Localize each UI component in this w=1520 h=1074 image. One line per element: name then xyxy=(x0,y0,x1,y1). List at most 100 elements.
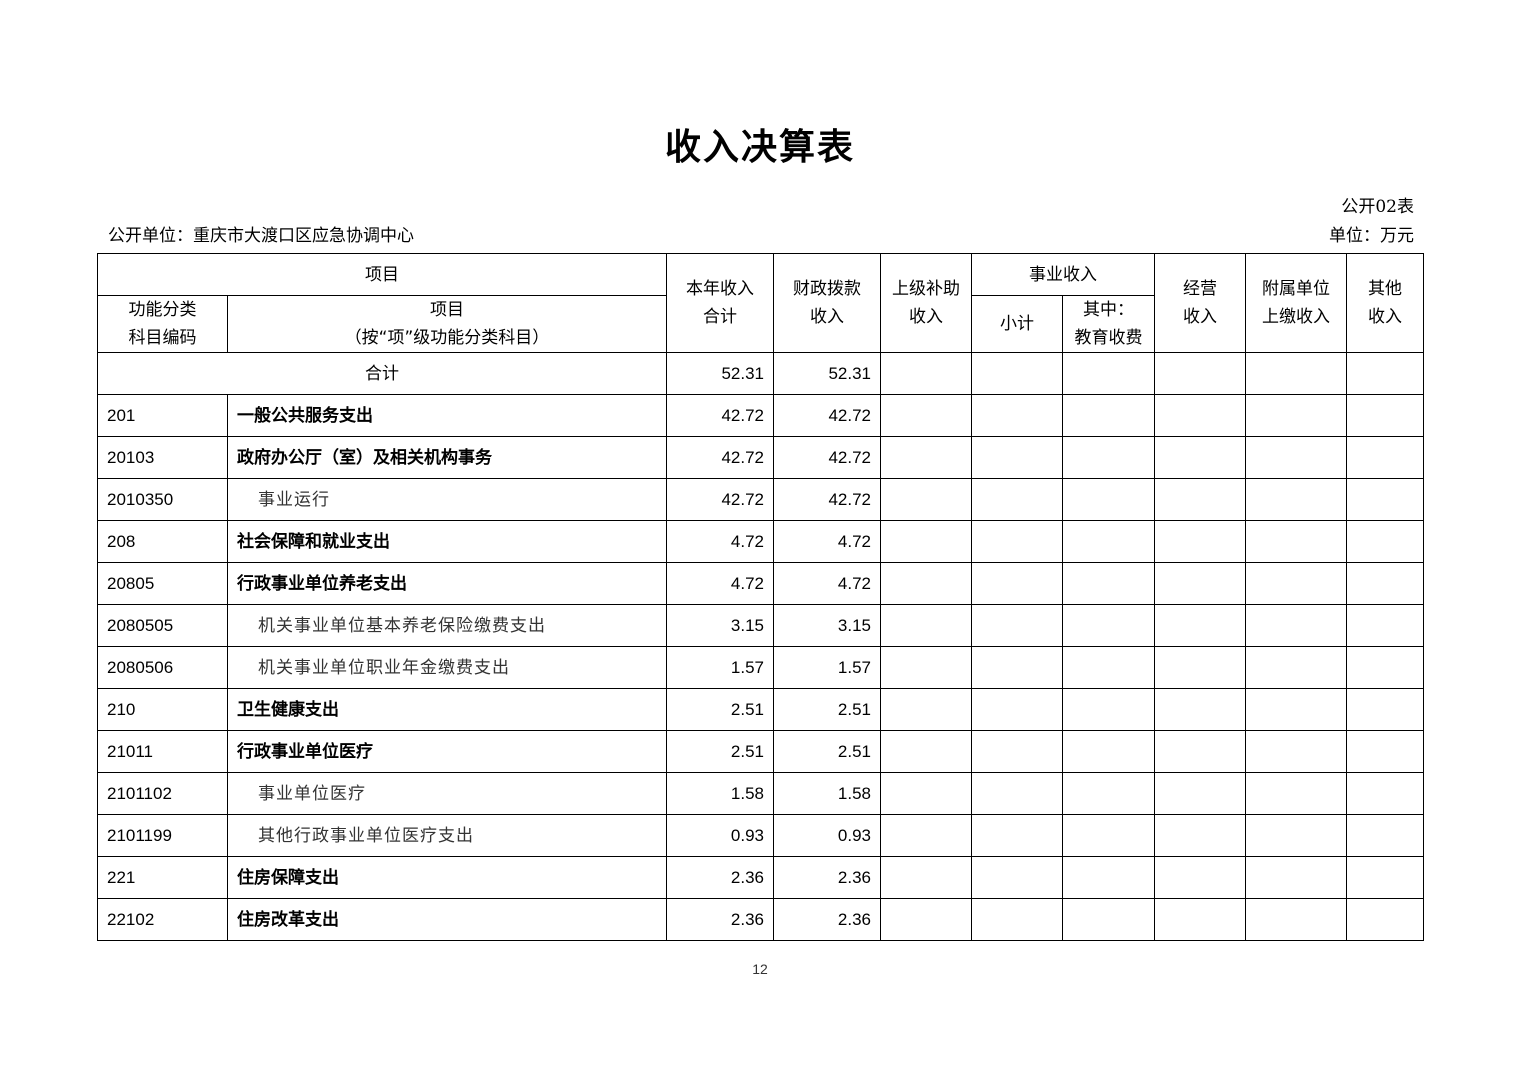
row-fiscal: 1.57 xyxy=(773,646,881,689)
empty-cell xyxy=(1154,688,1246,731)
empty-cell xyxy=(971,646,1063,689)
form-number: 公开02表 xyxy=(1341,197,1414,217)
row-name: 一般公共服务支出 xyxy=(227,394,667,437)
empty-cell xyxy=(971,688,1063,731)
row-total: 2.51 xyxy=(666,688,774,731)
empty-cell xyxy=(1245,478,1347,521)
empty-cell xyxy=(1154,898,1246,941)
row-total: 42.72 xyxy=(666,478,774,521)
empty-cell xyxy=(1346,562,1424,605)
empty-cell xyxy=(1062,898,1155,941)
empty-cell xyxy=(880,856,972,899)
empty-cell xyxy=(971,730,1063,773)
row-fiscal: 42.72 xyxy=(773,478,881,521)
row-code: 221 xyxy=(97,856,228,899)
table-row: 201 一般公共服务支出 42.72 42.72 xyxy=(97,394,1424,437)
empty-cell xyxy=(1245,814,1347,857)
empty-cell xyxy=(880,898,972,941)
empty-cell xyxy=(1245,646,1347,689)
table-row: 21011 行政事业单位医疗 2.51 2.51 xyxy=(97,730,1424,773)
empty-cell xyxy=(1062,478,1155,521)
row-fiscal: 0.93 xyxy=(773,814,881,857)
empty-cell xyxy=(880,394,972,437)
total-row: 合计 52.31 52.31 xyxy=(97,352,1424,395)
empty-cell xyxy=(1154,478,1246,521)
header-affiliate: 附属单位 上缴收入 xyxy=(1245,253,1347,353)
row-fiscal: 3.15 xyxy=(773,604,881,647)
empty-cell xyxy=(1062,604,1155,647)
table-row: 208 社会保障和就业支出 4.72 4.72 xyxy=(97,520,1424,563)
empty-cell xyxy=(1346,604,1424,647)
table-row: 20103 政府办公厅（室）及相关机构事务 42.72 42.72 xyxy=(97,436,1424,479)
row-code: 20103 xyxy=(97,436,228,479)
table-row: 2101199 其他行政事业单位医疗支出 0.93 0.93 xyxy=(97,814,1424,857)
empty-cell xyxy=(971,478,1063,521)
row-fiscal: 42.72 xyxy=(773,394,881,437)
empty-cell xyxy=(1062,436,1155,479)
row-code: 2080506 xyxy=(97,646,228,689)
empty-cell xyxy=(1062,394,1155,437)
empty-cell xyxy=(1062,730,1155,773)
empty-cell xyxy=(1062,646,1155,689)
row-fiscal: 2.51 xyxy=(773,730,881,773)
row-fiscal: 4.72 xyxy=(773,562,881,605)
row-name: 其他行政事业单位医疗支出 xyxy=(227,814,667,857)
header-total: 本年收入 合计 xyxy=(666,253,774,353)
row-code: 20805 xyxy=(97,562,228,605)
empty-cell xyxy=(880,814,972,857)
header-other: 其他 收入 xyxy=(1346,253,1424,353)
row-total: 1.58 xyxy=(666,772,774,815)
header-fiscal: 财政拨款 收入 xyxy=(773,253,881,353)
empty-cell xyxy=(971,520,1063,563)
row-total: 42.72 xyxy=(666,394,774,437)
empty-cell xyxy=(1245,520,1347,563)
empty-cell xyxy=(880,520,972,563)
row-code: 21011 xyxy=(97,730,228,773)
row-name: 住房改革支出 xyxy=(227,898,667,941)
empty-cell xyxy=(880,436,972,479)
total-label: 合计 xyxy=(97,352,667,395)
empty-cell xyxy=(1245,394,1347,437)
empty-cell xyxy=(1154,646,1246,689)
empty-cell xyxy=(1346,730,1424,773)
row-code: 2101199 xyxy=(97,814,228,857)
row-name: 住房保障支出 xyxy=(227,856,667,899)
row-code: 208 xyxy=(97,520,228,563)
row-code: 22102 xyxy=(97,898,228,941)
empty-cell xyxy=(1154,520,1246,563)
empty-cell xyxy=(971,772,1063,815)
empty-cell xyxy=(971,436,1063,479)
empty-cell xyxy=(971,562,1063,605)
empty-cell xyxy=(1346,394,1424,437)
empty-cell xyxy=(1346,772,1424,815)
row-name: 事业运行 xyxy=(227,478,667,521)
table-row: 22102 住房改革支出 2.36 2.36 xyxy=(97,898,1424,941)
empty-cell xyxy=(1245,856,1347,899)
row-fiscal: 4.72 xyxy=(773,520,881,563)
page-number: 12 xyxy=(752,961,768,977)
table-row: 221 住房保障支出 2.36 2.36 xyxy=(97,856,1424,899)
row-name: 机关事业单位基本养老保险缴费支出 xyxy=(227,604,667,647)
row-name: 行政事业单位医疗 xyxy=(227,730,667,773)
header-item: 项目 xyxy=(97,253,667,296)
header-name: 项目 （按“项”级功能分类科目） xyxy=(227,295,667,353)
table-row: 2080505 机关事业单位基本养老保险缴费支出 3.15 3.15 xyxy=(97,604,1424,647)
empty-cell xyxy=(1245,562,1347,605)
row-name: 政府办公厅（室）及相关机构事务 xyxy=(227,436,667,479)
page-title: 收入决算表 xyxy=(664,127,855,168)
row-name: 社会保障和就业支出 xyxy=(227,520,667,563)
row-name: 卫生健康支出 xyxy=(227,688,667,731)
empty-cell xyxy=(971,604,1063,647)
row-total: 2.36 xyxy=(666,856,774,899)
empty-cell xyxy=(880,646,972,689)
total-amount: 52.31 xyxy=(666,352,774,395)
row-total: 0.93 xyxy=(666,814,774,857)
unit-label: 单位：万元 xyxy=(1329,226,1414,246)
row-fiscal: 2.51 xyxy=(773,688,881,731)
row-fiscal: 1.58 xyxy=(773,772,881,815)
row-code: 2010350 xyxy=(97,478,228,521)
empty-cell xyxy=(1245,772,1347,815)
header-operating: 经营 收入 xyxy=(1154,253,1246,353)
empty-cell xyxy=(1346,436,1424,479)
empty-cell xyxy=(1154,436,1246,479)
